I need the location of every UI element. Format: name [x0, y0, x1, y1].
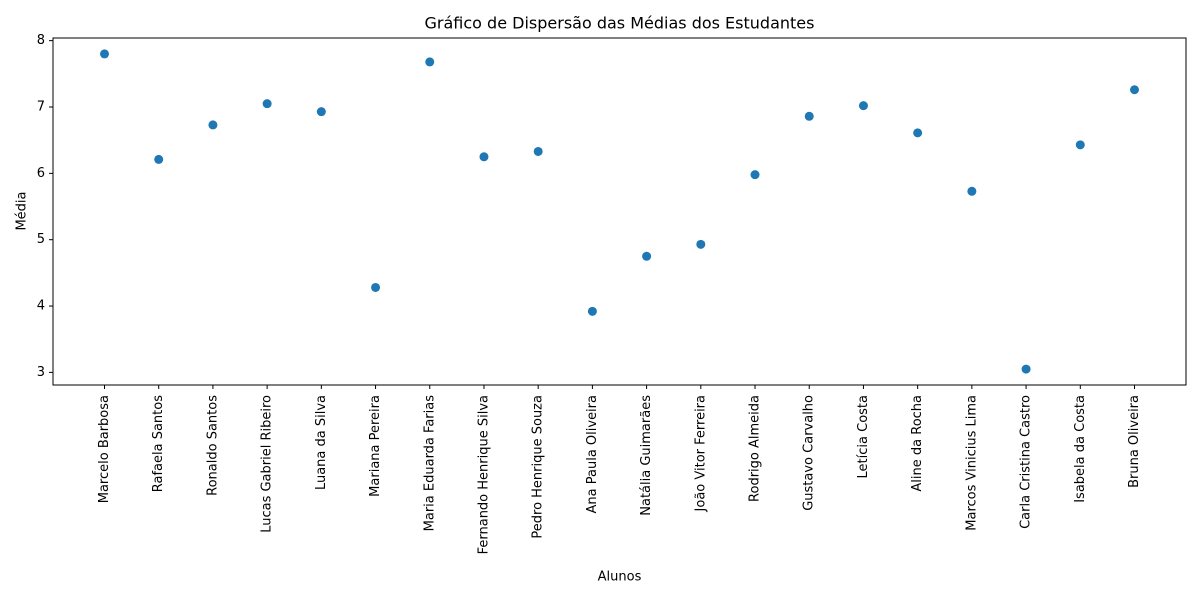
x-tick-label: Bruna Oliveira: [1127, 395, 1142, 488]
point: [1130, 85, 1139, 95]
point: [425, 57, 435, 67]
point: [913, 128, 923, 138]
plot-frame: [52, 37, 1187, 386]
point: [262, 99, 272, 109]
x-tick-label: Pedro Henrique Souza: [531, 395, 546, 539]
y-tick-label: 7: [37, 100, 45, 115]
x-tick-label: Luana da Silva: [314, 395, 329, 490]
x-axis-label: Alunos: [598, 570, 642, 585]
x-tick-label: Ronaldo Santos: [205, 395, 220, 496]
chart-title: Gráfico de Dispersão das Médias dos Estu…: [425, 14, 815, 33]
y-tick-label: 6: [37, 166, 45, 181]
x-tick-label: Fernando Henrique Silva: [476, 395, 491, 554]
point: [804, 111, 814, 121]
x-tick-label: Marcelo Barbosa: [97, 395, 112, 503]
point: [967, 186, 977, 196]
y-tick-label: 8: [37, 33, 45, 48]
point: [1075, 140, 1085, 150]
point: [696, 239, 706, 249]
y-tick-label: 3: [37, 365, 45, 380]
point: [208, 120, 218, 130]
x-tick-label: Maria Eduarda Farias: [422, 395, 437, 532]
x-tick-label: Isabela da Costa: [1073, 395, 1088, 503]
x-tick-label: Rafaela Santos: [151, 395, 166, 492]
y-tick-label: 5: [37, 232, 45, 247]
point: [858, 101, 868, 111]
point: [479, 152, 489, 162]
x-tick-label: Gustavo Carvalho: [802, 395, 817, 511]
x-tick-label: Mariana Pereira: [368, 395, 383, 497]
point: [371, 282, 381, 292]
x-tick-label: Aline da Rocha: [910, 395, 925, 492]
x-tick-label: Carla Cristina Castro: [1019, 395, 1034, 529]
x-tick-label: Letícia Costa: [856, 395, 871, 478]
point: [154, 154, 164, 164]
point: [316, 107, 326, 117]
point: [1021, 364, 1031, 374]
point: [100, 49, 109, 59]
point: [642, 251, 652, 261]
x-tick-label: João Vitor Ferreira: [693, 395, 708, 512]
x-tick-label: Lucas Gabriel Ribeiro: [260, 395, 275, 533]
x-tick-label: Rodrigo Almeida: [748, 395, 763, 502]
x-tick-label: Natália Guimarães: [639, 395, 654, 516]
point: [533, 146, 543, 156]
point: [587, 306, 597, 316]
point: [750, 170, 760, 180]
y-axis-label: Média: [15, 191, 30, 230]
y-tick-label: 4: [37, 299, 45, 314]
x-tick-label: Ana Paula Oliveira: [585, 395, 600, 513]
x-tick-label: Marcos Vinicius Lima: [964, 395, 979, 531]
